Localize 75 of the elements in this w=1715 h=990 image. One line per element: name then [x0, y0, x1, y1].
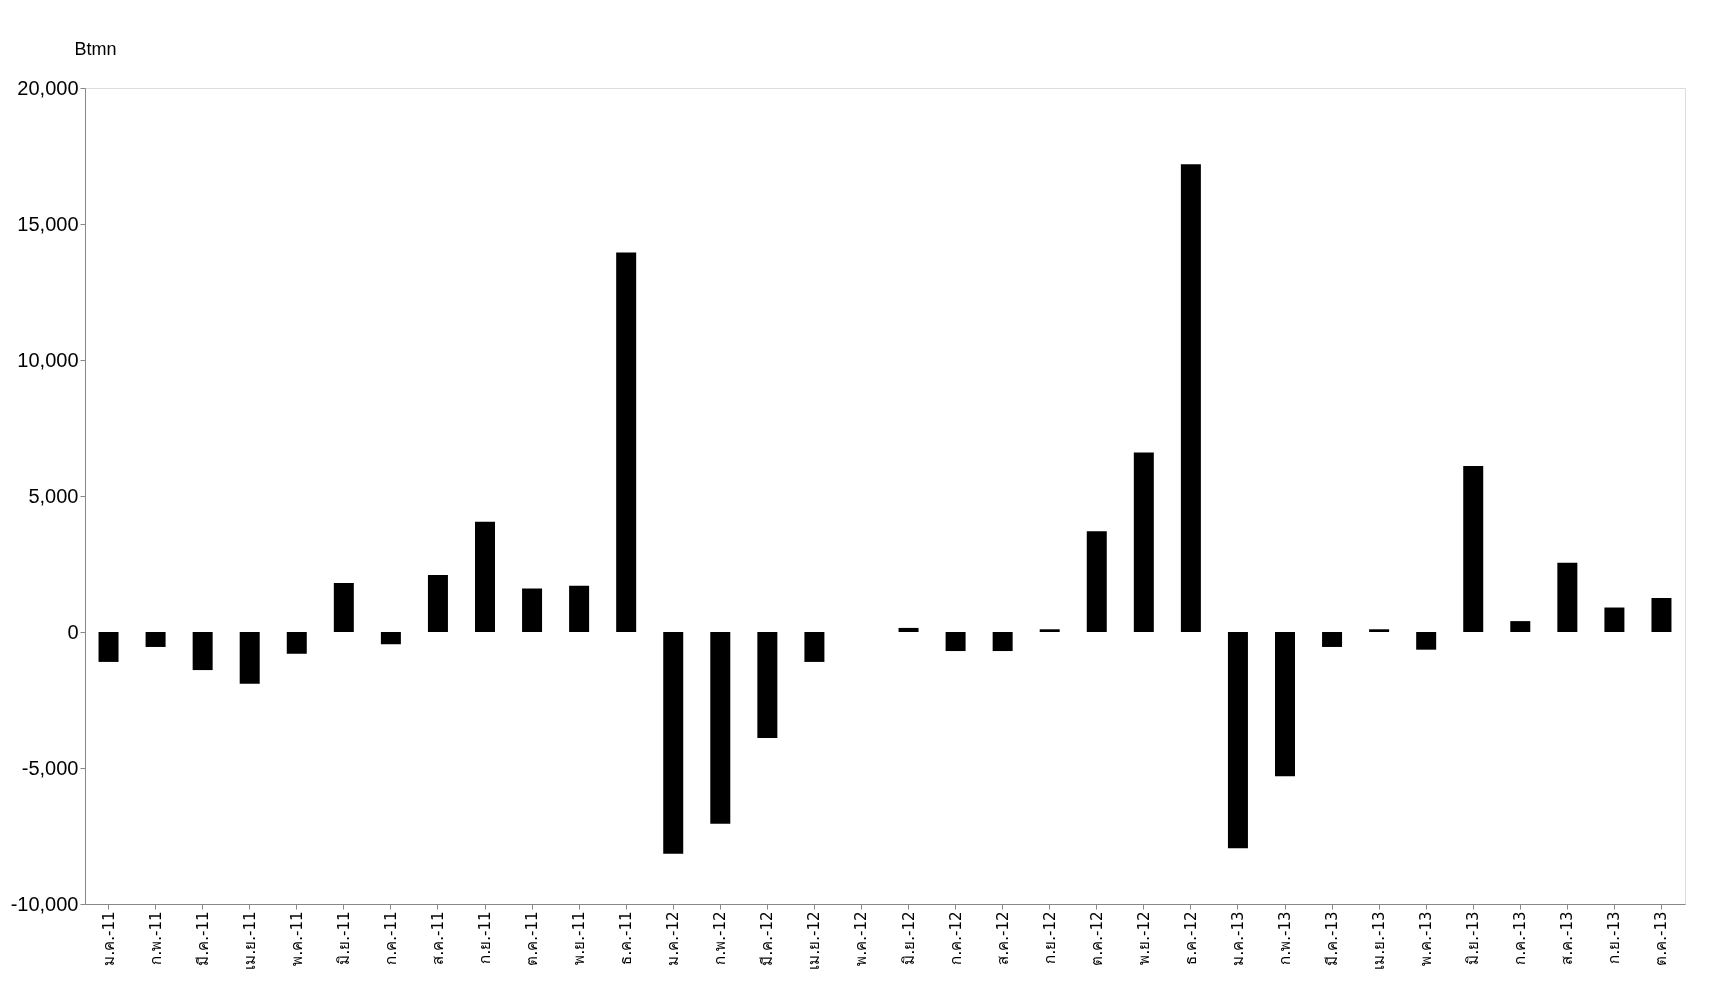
bar	[522, 588, 543, 632]
x-tick-label: ต.ค.-12	[1087, 911, 1106, 966]
y-axis-title: Btmn	[74, 38, 117, 59]
x-tick-label: พ.ค.-13	[1417, 911, 1436, 966]
x-tick-label: ก.พ.-13	[1276, 911, 1294, 965]
bar	[98, 632, 119, 662]
y-tick-label: -10,000	[10, 892, 79, 915]
x-tick-label: ต.ค.-13	[1652, 911, 1671, 966]
bar	[1557, 562, 1578, 632]
bar	[192, 632, 213, 671]
bar	[663, 632, 684, 854]
bar	[569, 585, 590, 632]
bar	[1510, 621, 1531, 632]
x-tick-label: พ.ย.-12	[1134, 911, 1153, 965]
x-tick-label: เม.ย.-13	[1370, 911, 1389, 970]
x-tick-label: ธ.ค.-12	[1181, 911, 1200, 965]
y-tick-label: 20,000	[17, 76, 79, 99]
bar	[945, 632, 966, 652]
x-tick-label: ต.ค.-11	[523, 911, 542, 966]
x-tick-label: ก.ค.-12	[946, 911, 965, 965]
bar	[333, 583, 354, 632]
bar	[1604, 607, 1625, 632]
x-tick-label: มิ.ย.-12	[899, 911, 918, 965]
bar	[1275, 632, 1295, 777]
bar	[1322, 632, 1343, 647]
bar	[380, 632, 401, 645]
bar	[1086, 531, 1107, 632]
x-tick-label: มิ.ย.-13	[1464, 911, 1483, 965]
x-tick-label: ธ.ค.-11	[617, 911, 636, 965]
bar	[1463, 466, 1484, 632]
x-tick-label: พ.ค.-11	[287, 911, 306, 966]
y-tick-label: -5,000	[21, 756, 79, 779]
x-tick-label: ส.ค.-12	[993, 911, 1012, 965]
bar	[145, 632, 166, 647]
x-tick-label: ก.ย.-12	[1040, 911, 1059, 964]
x-tick-label: มี.ค.-11	[193, 911, 212, 966]
bar	[710, 632, 731, 824]
bar	[898, 627, 919, 632]
bar	[286, 632, 307, 654]
bar	[475, 521, 495, 632]
bar	[1651, 598, 1672, 632]
bar	[1180, 164, 1201, 632]
x-tick-label: ม.ค.-12	[664, 911, 683, 966]
bar	[616, 252, 637, 632]
x-tick-label: มี.ค.-13	[1323, 911, 1342, 966]
x-tick-label: ม.ค.-11	[99, 911, 118, 966]
y-tick-label: 0	[67, 620, 79, 643]
x-tick-label: ส.ค.-11	[428, 911, 447, 965]
bar	[239, 632, 260, 684]
x-tick-label: ก.ค.-11	[381, 911, 400, 965]
x-tick-label: เม.ย.-11	[240, 911, 259, 970]
x-tick-label: ส.ค.-13	[1558, 911, 1577, 965]
y-tick-label: 10,000	[17, 348, 79, 371]
x-tick-label: ก.ย.-13	[1605, 911, 1624, 964]
x-tick-label: มี.ค.-12	[758, 911, 777, 966]
x-tick-label: ม.ค.-13	[1228, 911, 1247, 966]
y-tick-label: 15,000	[17, 212, 79, 235]
x-tick-label: มิ.ย.-11	[334, 911, 353, 965]
x-tick-label: ก.พ.-12	[711, 911, 730, 965]
x-tick-label: ก.พ.-11	[146, 911, 165, 965]
x-tick-label: พ.ย.-11	[570, 911, 589, 965]
bar	[992, 632, 1013, 652]
y-tick-label: 5,000	[28, 484, 79, 507]
x-tick-label: พ.ค.-12	[852, 911, 871, 966]
bar	[1039, 629, 1060, 632]
bar	[757, 632, 778, 739]
bar	[427, 574, 448, 632]
x-tick-label: ก.ค.-13	[1511, 911, 1530, 965]
x-tick-label: ก.ย.-11	[476, 911, 494, 964]
bar	[1227, 632, 1248, 849]
x-tick-label: เม.ย.-12	[805, 911, 824, 970]
bar	[1369, 629, 1390, 632]
bar	[1416, 632, 1437, 650]
bar	[804, 632, 825, 662]
bar	[1133, 452, 1154, 632]
